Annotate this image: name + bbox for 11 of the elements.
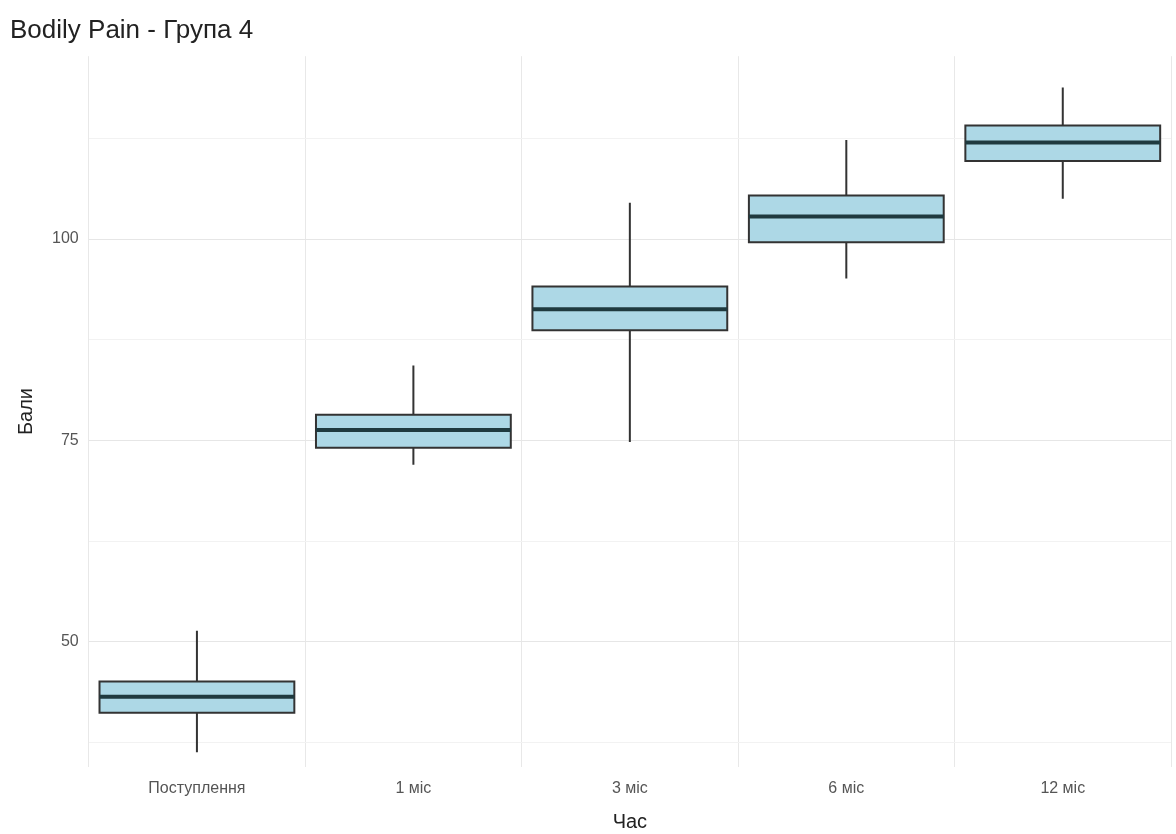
- chart-title: Bodily Pain - Група 4: [10, 13, 254, 44]
- x-tick-label: Поступлення: [148, 778, 246, 796]
- x-tick-label: 1 міс: [395, 778, 432, 796]
- x-tick-label: 6 міс: [828, 778, 865, 796]
- x-axis-title: Час: [612, 809, 648, 832]
- y-tick-label: 50: [60, 632, 79, 650]
- x-tick-label: 3 міс: [611, 778, 648, 796]
- y-axis-title: Бали: [13, 387, 36, 436]
- y-tick-label: 75: [60, 430, 79, 448]
- y-tick-label: 100: [51, 229, 79, 247]
- x-tick-label: 12 міс: [1040, 778, 1086, 796]
